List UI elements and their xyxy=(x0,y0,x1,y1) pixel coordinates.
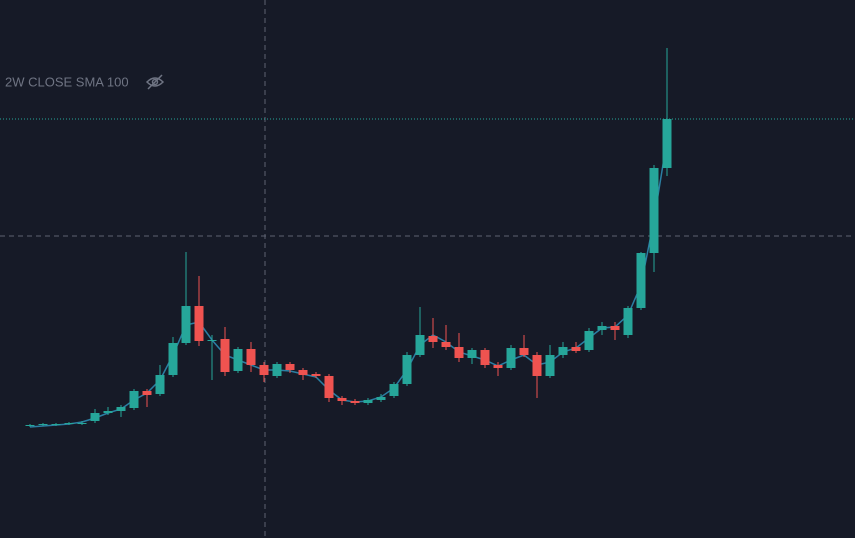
candle-body xyxy=(233,349,243,371)
candle-body xyxy=(64,423,74,424)
candle-body xyxy=(376,397,386,400)
candle-body xyxy=(207,340,217,341)
candle-body xyxy=(545,355,555,376)
candle-body xyxy=(610,326,620,330)
candle-body xyxy=(337,398,347,401)
eye-pupil xyxy=(151,78,159,86)
candle-body xyxy=(142,391,152,395)
candle-body xyxy=(363,400,373,403)
candle-body xyxy=(532,355,542,376)
candle-body xyxy=(480,350,490,365)
candle-body xyxy=(428,336,438,342)
candle-body xyxy=(467,350,477,358)
candle-body xyxy=(155,375,165,394)
candle-body xyxy=(25,425,35,426)
candle-body xyxy=(597,326,607,330)
candle-body xyxy=(623,308,633,335)
candle-body xyxy=(259,365,269,375)
candle-body xyxy=(636,253,646,308)
candle-body xyxy=(649,168,659,253)
candle-body xyxy=(311,374,321,376)
candle-body xyxy=(77,423,87,424)
candle-body xyxy=(493,365,503,368)
candle-body xyxy=(90,413,100,421)
candle-body xyxy=(129,391,139,408)
candle-body xyxy=(506,348,516,368)
candle-body xyxy=(402,355,412,384)
candle-body xyxy=(324,376,334,398)
candle-body xyxy=(441,342,451,347)
hide-icon[interactable] xyxy=(145,74,165,90)
candle-body xyxy=(298,370,308,375)
candle-body xyxy=(350,401,360,403)
candle-body xyxy=(558,347,568,355)
candle-body xyxy=(38,424,48,425)
candle-body xyxy=(168,343,178,375)
candle-body xyxy=(454,347,464,358)
indicator-legend[interactable]: 2W CLOSE SMA 100 xyxy=(5,74,129,89)
candle-body xyxy=(220,339,230,372)
eye-slash xyxy=(147,74,163,90)
candle-body xyxy=(662,119,672,168)
candle-body xyxy=(51,424,61,425)
candle-body xyxy=(519,348,529,355)
candle-body xyxy=(389,384,399,396)
candle-body xyxy=(116,407,126,411)
candle-body xyxy=(272,364,282,376)
plot-area xyxy=(0,48,855,428)
candle-body xyxy=(415,335,425,355)
candle-body xyxy=(246,349,256,365)
candle-body xyxy=(194,306,204,341)
candle-body xyxy=(571,347,581,351)
candle-body xyxy=(103,411,113,413)
candle-body xyxy=(181,306,191,343)
candle-body xyxy=(285,364,295,370)
candle-body xyxy=(584,331,594,350)
